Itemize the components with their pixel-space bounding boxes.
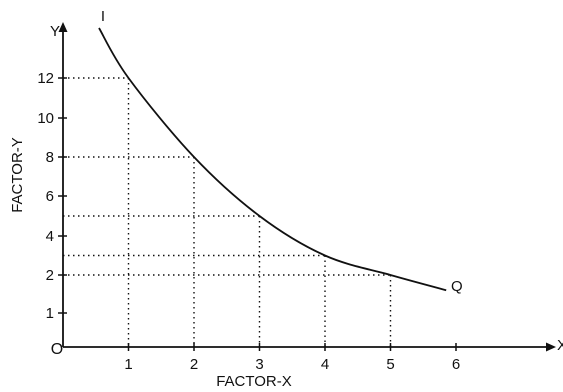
y-axis-letter: Y: [50, 23, 60, 40]
x-axis-title: FACTOR-X: [216, 373, 292, 390]
x-tick-label: 2: [190, 356, 198, 373]
x-tick-label: 1: [124, 356, 132, 373]
curve: [98, 27, 447, 292]
y-tick-label: 8: [46, 149, 54, 166]
x-axis-letter: X: [557, 337, 563, 354]
y-tick-label: 6: [46, 188, 54, 205]
y-axis-title: FACTOR-Y: [9, 137, 26, 213]
y-tick-label: 10: [37, 110, 54, 127]
curve-start-label: I: [101, 8, 105, 25]
x-axis-arrow: [546, 342, 556, 352]
y-tick-label: 2: [46, 267, 54, 284]
dotted-guides: [63, 77, 392, 347]
x-tick-label: 4: [321, 356, 329, 373]
x-tick-label: 5: [386, 356, 394, 373]
y-tick-label: 4: [46, 228, 54, 245]
y-tick-label: 12: [37, 70, 54, 87]
curve-end-label: Q: [451, 278, 463, 295]
origin-label: O: [51, 341, 63, 358]
y-tick-label: 1: [46, 305, 54, 322]
x-tick-label: 6: [452, 356, 460, 373]
axes: [58, 22, 556, 352]
indifference-curve-line: [98, 27, 447, 292]
x-tick-label: 3: [255, 356, 263, 373]
y-axis-arrow: [58, 22, 68, 32]
